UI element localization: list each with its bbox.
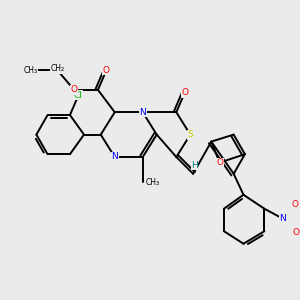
Text: O: O	[292, 200, 299, 209]
Text: N: N	[279, 214, 286, 223]
Text: O: O	[181, 88, 188, 97]
Text: N: N	[111, 152, 118, 161]
Text: S: S	[188, 130, 193, 139]
Text: O: O	[71, 85, 78, 94]
Text: O⁻: O⁻	[292, 228, 300, 237]
Text: O: O	[216, 158, 223, 167]
Text: H: H	[191, 161, 198, 170]
Text: CH₃: CH₃	[24, 66, 38, 75]
Text: CH₃: CH₃	[146, 178, 160, 187]
Text: O: O	[103, 66, 110, 75]
Text: Cl: Cl	[74, 91, 83, 100]
Text: CH₂: CH₂	[50, 64, 64, 73]
Text: N: N	[140, 108, 146, 117]
